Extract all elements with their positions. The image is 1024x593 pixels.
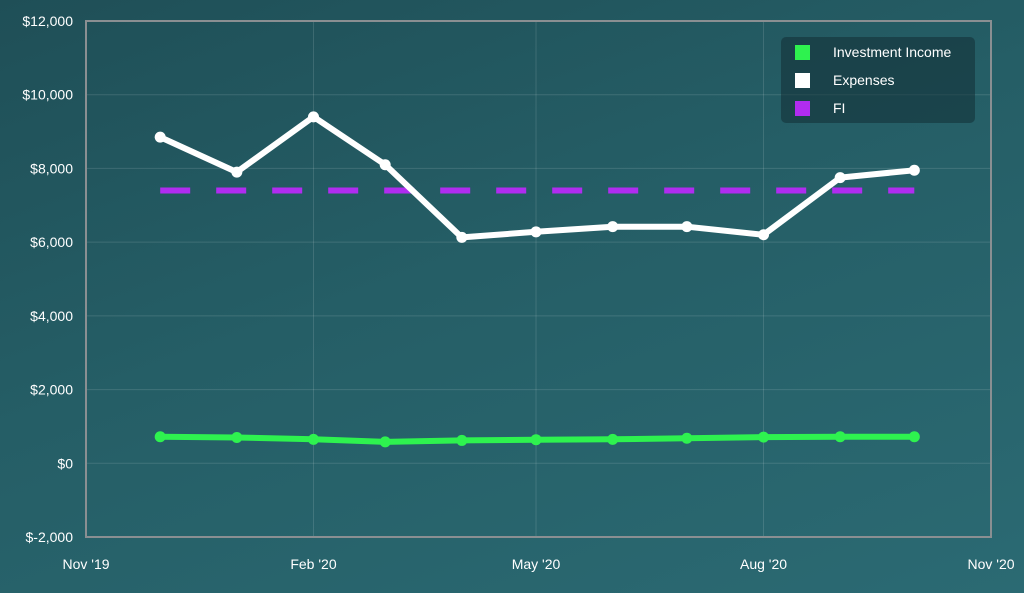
data-point-investment-income	[307, 433, 319, 445]
y-tick-label: $12,000	[22, 13, 73, 29]
x-tick-label: May '20	[512, 556, 561, 572]
data-point-investment-income	[379, 436, 391, 448]
data-point-expenses	[834, 172, 846, 184]
series-line-expenses	[157, 113, 918, 241]
legend-swatch-investment-income	[795, 45, 810, 60]
data-point-expenses	[307, 111, 319, 123]
data-point-investment-income	[607, 433, 619, 445]
x-tick-label: Feb '20	[290, 556, 336, 572]
data-point-investment-income	[681, 432, 693, 444]
y-tick-label: $2,000	[30, 382, 73, 398]
legend-box	[781, 37, 975, 123]
data-point-investment-income	[154, 431, 166, 443]
y-tick-label: $6,000	[30, 234, 73, 250]
data-point-expenses	[379, 159, 391, 171]
x-tick-label: Aug '20	[740, 556, 787, 572]
series-lines	[154, 111, 920, 448]
data-point-expenses	[456, 231, 468, 243]
legend: Investment Income Expenses FI	[781, 37, 975, 123]
data-point-investment-income	[834, 431, 846, 443]
data-point-investment-income	[231, 431, 243, 443]
y-tick-label: $10,000	[22, 87, 73, 103]
data-point-expenses	[908, 164, 920, 176]
x-tick-label: Nov '20	[967, 556, 1014, 572]
data-point-expenses	[681, 221, 693, 233]
legend-label-fi: FI	[833, 100, 845, 116]
y-tick-label: $4,000	[30, 308, 73, 324]
data-point-expenses	[231, 166, 243, 178]
y-tick-label: $8,000	[30, 160, 73, 176]
data-point-investment-income	[908, 431, 920, 443]
data-point-investment-income	[530, 434, 542, 446]
data-point-expenses	[154, 131, 166, 143]
y-axis-ticks: $12,000 $10,000 $8,000 $6,000 $4,000 $2,000 $0…	[22, 13, 73, 545]
legend-swatch-fi	[795, 101, 810, 116]
y-tick-label: $-2,000	[26, 529, 74, 545]
data-point-investment-income	[456, 434, 468, 446]
y-tick-label: $0	[57, 455, 73, 471]
data-point-expenses	[758, 229, 770, 241]
legend-label-investment-income: Investment Income	[833, 44, 951, 60]
legend-label-expenses: Expenses	[833, 72, 894, 88]
legend-swatch-expenses	[795, 73, 810, 88]
x-axis-ticks: Nov '19 Feb '20 May '20 Aug '20 Nov '20	[62, 556, 1014, 572]
data-point-investment-income	[758, 431, 770, 443]
data-point-expenses	[607, 221, 619, 233]
data-point-expenses	[530, 226, 542, 238]
x-tick-label: Nov '19	[62, 556, 109, 572]
plot-frame	[85, 20, 992, 538]
